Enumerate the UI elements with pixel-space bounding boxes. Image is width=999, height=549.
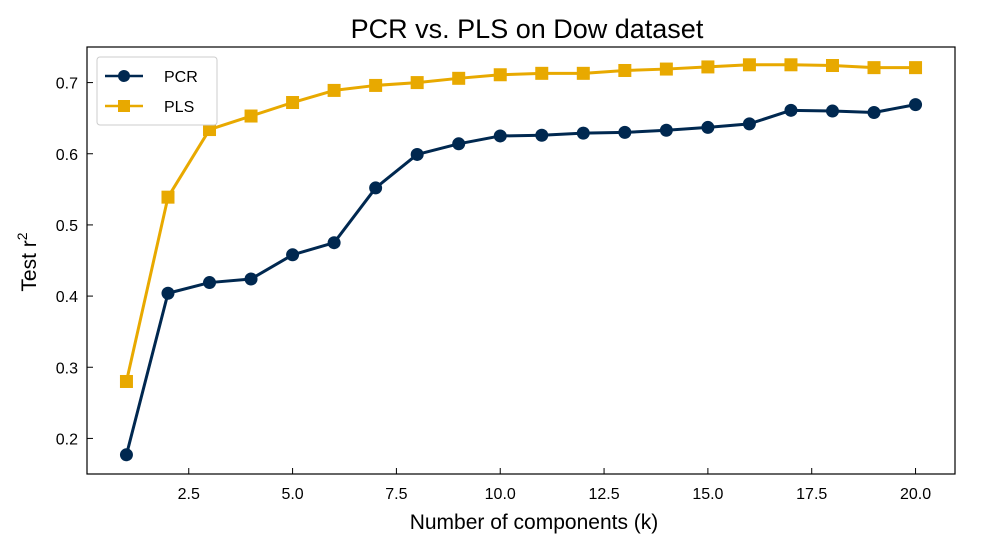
data-point-pls — [244, 109, 258, 123]
x-tick-label: 5.0 — [281, 486, 303, 503]
x-tick-label: 12.5 — [588, 486, 619, 503]
chart-title: PCR vs. PLS on Dow dataset — [351, 14, 704, 44]
y-tick-label: 0.3 — [56, 360, 78, 377]
y-axis-ticks: 0.2 0.3 0.4 0.5 0.6 0.7 — [56, 76, 93, 448]
data-point-pcr — [244, 272, 258, 286]
y-axis-label-text: Test r — [18, 240, 41, 291]
data-point-pcr — [576, 126, 590, 140]
data-point-pcr — [784, 103, 798, 117]
data-point-pls — [576, 66, 590, 80]
legend-label-pcr: PCR — [164, 69, 198, 86]
x-tick-label: 15.0 — [692, 486, 723, 503]
axes-frame — [86, 46, 956, 475]
data-point-pcr — [909, 98, 923, 112]
data-point-pls — [867, 61, 881, 75]
data-point-pcr — [452, 137, 466, 151]
data-point-pls — [369, 78, 383, 92]
x-axis-ticks: 2.5 5.0 7.5 10.0 12.5 15.0 17.5 20.0 — [178, 468, 931, 503]
y-tick-label: 0.2 — [56, 431, 78, 448]
plot-area — [86, 46, 956, 475]
series-layer — [119, 58, 923, 462]
data-point-pls — [701, 60, 715, 74]
x-tick-label: 20.0 — [900, 486, 931, 503]
data-point-pcr — [742, 117, 756, 131]
x-axis-label: Number of components (k) — [410, 511, 659, 534]
x-tick-label: 17.5 — [796, 486, 827, 503]
data-point-pls — [327, 83, 341, 97]
data-point-pls — [119, 374, 133, 388]
legend-marker-pcr — [118, 70, 130, 82]
data-point-pls — [535, 66, 549, 80]
data-point-pls — [493, 68, 507, 82]
data-point-pcr — [659, 123, 673, 137]
series-line-pls — [124, 63, 916, 382]
data-point-pls — [909, 61, 923, 75]
data-point-pcr — [493, 129, 507, 143]
x-tick-label: 2.5 — [178, 486, 200, 503]
y-tick-label: 0.5 — [56, 218, 78, 235]
data-point-pls — [452, 71, 466, 85]
legend-marker-pls — [118, 100, 130, 112]
data-point-pcr — [825, 104, 839, 118]
y-tick-label: 0.4 — [56, 289, 78, 306]
data-point-pcr — [369, 181, 383, 195]
data-point-pls — [659, 62, 673, 76]
data-point-pls — [286, 96, 300, 110]
x-tick-label: 7.5 — [385, 486, 407, 503]
y-tick-label: 0.7 — [56, 76, 78, 93]
data-point-pcr — [119, 448, 133, 462]
legend-box — [96, 56, 218, 126]
data-point-pcr — [867, 105, 881, 119]
x-tick-label: 10.0 — [485, 486, 516, 503]
series-pls — [119, 58, 923, 388]
data-point-pls — [203, 123, 217, 137]
legend-label-pls: PLS — [164, 99, 194, 116]
data-point-pls — [784, 58, 798, 72]
data-point-pcr — [327, 236, 341, 250]
series-line-pcr — [125, 103, 916, 456]
series-pcr — [119, 98, 923, 462]
data-point-pls — [825, 59, 839, 73]
legend: PCR PLS — [96, 56, 218, 126]
data-point-pcr — [410, 147, 424, 161]
y-axis-label-superscript: 2 — [14, 232, 30, 240]
data-point-pcr — [701, 120, 715, 134]
y-axis-label: Test r2 — [14, 232, 41, 291]
data-point-pcr — [286, 248, 300, 262]
data-point-pcr — [618, 125, 632, 139]
data-point-pls — [410, 76, 424, 90]
data-point-pls — [161, 190, 175, 204]
data-point-pcr — [535, 128, 549, 142]
data-point-pcr — [203, 276, 217, 290]
data-point-pls — [618, 63, 632, 77]
data-point-pcr — [161, 286, 175, 300]
data-point-pls — [742, 58, 756, 72]
y-tick-label: 0.6 — [56, 147, 78, 164]
